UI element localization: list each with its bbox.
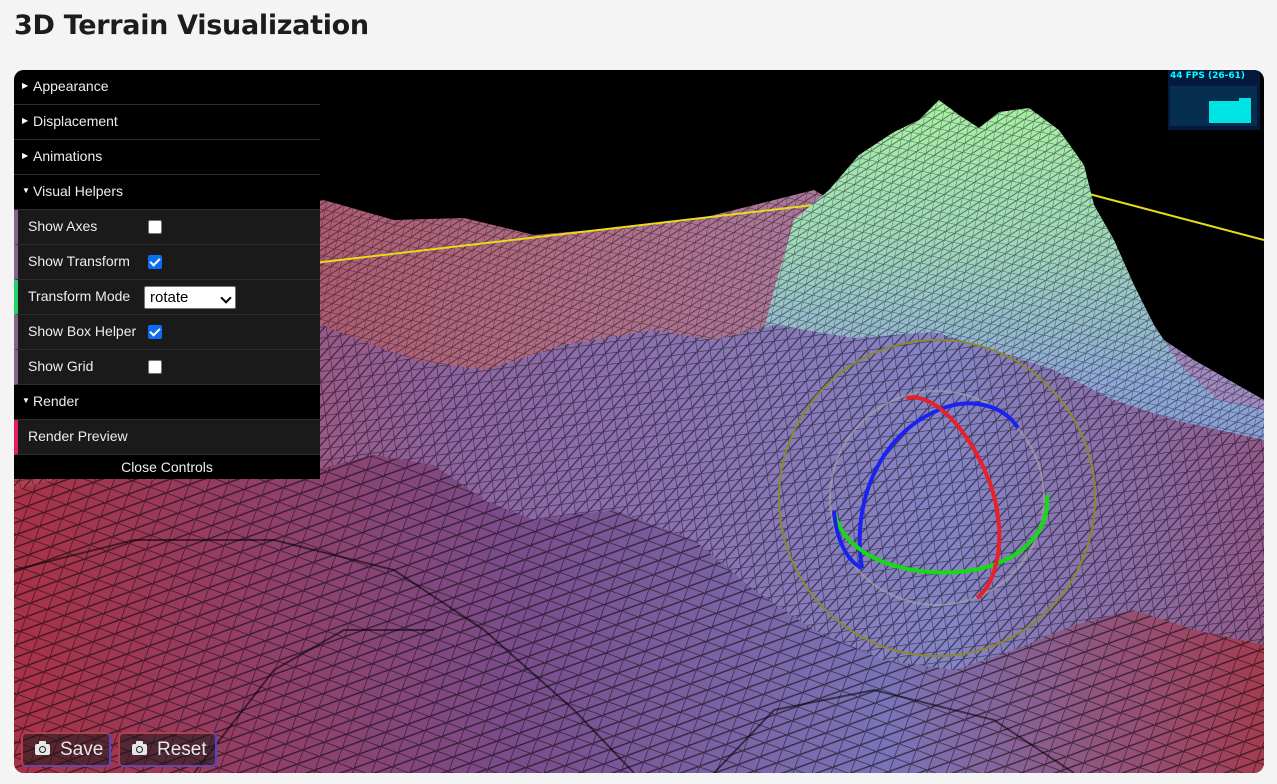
row-transform-mode: Transform Mode rotate — [14, 280, 320, 315]
triangle-down-icon: ▼ — [22, 396, 30, 405]
folder-render-label: Render — [33, 393, 79, 409]
folder-appearance-label: Appearance — [33, 78, 109, 94]
transform-mode-value: rotate — [150, 289, 189, 306]
show-grid-checkbox[interactable] — [148, 360, 162, 374]
terrain-viewport[interactable]: ▶ Appearance ▶ Displacement ▶ Animations… — [14, 70, 1264, 773]
row-show-axes: Show Axes — [14, 210, 320, 245]
show-box-helper-label: Show Box Helper — [28, 323, 137, 339]
reset-button[interactable]: Reset — [118, 732, 217, 767]
transform-mode-select[interactable]: rotate — [144, 286, 236, 309]
terrain-scene[interactable] — [14, 70, 1264, 773]
controls-panel: ▶ Appearance ▶ Displacement ▶ Animations… — [14, 70, 320, 479]
save-button[interactable]: Save — [21, 732, 111, 767]
row-show-grid: Show Grid — [14, 350, 320, 385]
folder-appearance[interactable]: ▶ Appearance — [14, 70, 320, 105]
show-box-helper-checkbox[interactable] — [148, 325, 162, 339]
show-axes-checkbox[interactable] — [148, 220, 162, 234]
camera-icon — [132, 741, 147, 755]
transform-rotate-gizmo[interactable] — [778, 339, 1096, 657]
reset-button-label: Reset — [157, 739, 207, 760]
folder-visual-helpers[interactable]: ▼ Visual Helpers — [14, 175, 320, 210]
save-button-label: Save — [60, 739, 104, 760]
folder-animations[interactable]: ▶ Animations — [14, 140, 320, 175]
folder-displacement[interactable]: ▶ Displacement — [14, 105, 320, 140]
triangle-right-icon: ▶ — [22, 81, 29, 90]
row-show-transform: Show Transform — [14, 245, 320, 280]
fps-readout: 44 FPS (26-61) — [1170, 71, 1246, 81]
row-show-box-helper: Show Box Helper — [14, 315, 320, 350]
render-preview-button[interactable]: Render Preview — [14, 420, 320, 455]
fps-graph — [1170, 86, 1257, 126]
camera-icon — [35, 741, 50, 755]
fps-graph-bar — [1209, 98, 1251, 123]
show-axes-label: Show Axes — [28, 218, 98, 234]
show-transform-checkbox[interactable] — [148, 255, 162, 269]
folder-animations-label: Animations — [33, 148, 103, 164]
triangle-down-icon: ▼ — [22, 186, 30, 195]
show-transform-label: Show Transform — [28, 253, 130, 269]
folder-render[interactable]: ▼ Render — [14, 385, 320, 420]
triangle-right-icon: ▶ — [22, 151, 29, 160]
folder-displacement-label: Displacement — [33, 113, 118, 129]
chevron-down-icon — [220, 292, 232, 304]
show-grid-label: Show Grid — [28, 358, 94, 374]
triangle-right-icon: ▶ — [22, 116, 29, 125]
close-controls-button[interactable]: Close Controls — [14, 455, 320, 479]
page-title: 3D Terrain Visualization — [14, 10, 369, 41]
fps-stats-panel[interactable]: 44 FPS (26-61) — [1168, 70, 1260, 130]
render-preview-label: Render Preview — [28, 428, 128, 444]
transform-mode-label: Transform Mode — [28, 288, 131, 304]
folder-visual-helpers-label: Visual Helpers — [33, 183, 124, 199]
